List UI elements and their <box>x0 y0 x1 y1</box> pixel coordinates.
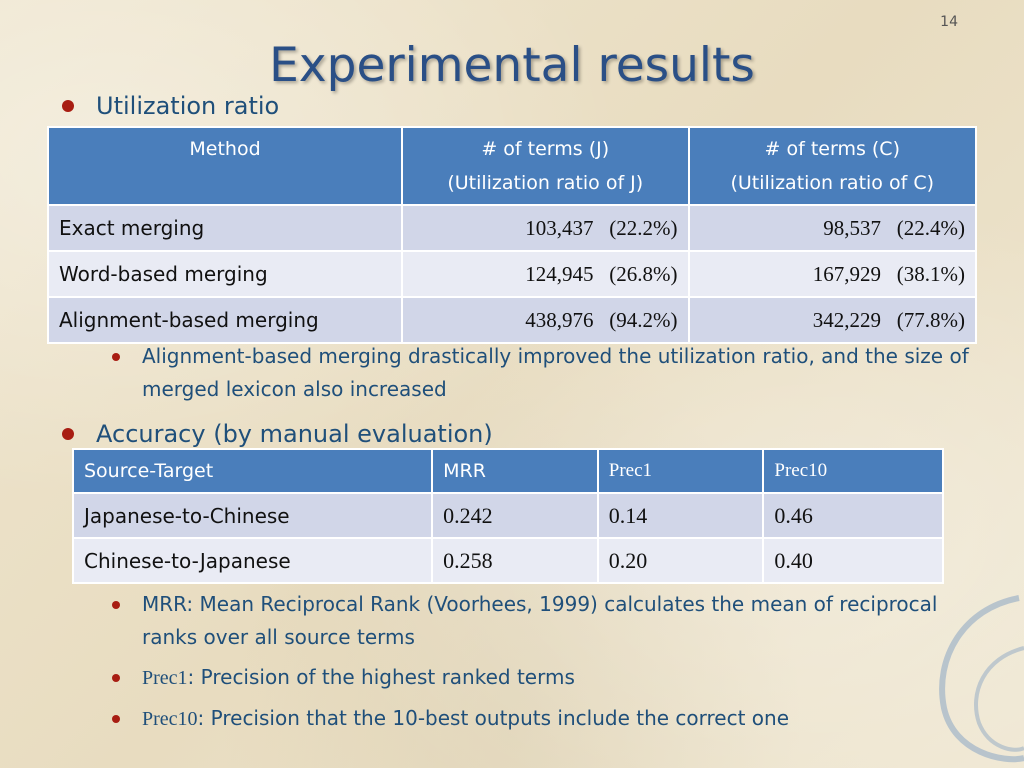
note-prec10: Prec10: Precision that the 10-best outpu… <box>112 702 972 736</box>
column-header: # of terms (J) (Utilization ratio of J) <box>401 126 690 206</box>
utilization-table: Method # of terms (J) (Utilization ratio … <box>46 126 977 344</box>
bullet-dot <box>62 100 74 112</box>
table-row: Chinese-to-Japanese 0.258 0.20 0.40 <box>71 537 944 584</box>
note-text: MRR: Mean Reciprocal Rank (Voorhees, 199… <box>142 592 938 649</box>
note-prec1: Prec1: Precision of the highest ranked t… <box>112 661 972 695</box>
term-label: Prec10 <box>142 708 198 730</box>
table-row: Word-based merging 124,945 (26.8%) 167,9… <box>46 250 977 298</box>
accuracy-table: Source-Target MRR Prec1 Prec10 Japanese-… <box>71 448 944 584</box>
column-header: Method <box>46 126 404 206</box>
column-header: Prec1 <box>596 448 765 494</box>
value-cell: 0.46 <box>762 492 944 539</box>
swirl-decoration <box>939 595 1024 763</box>
pair-cell: Chinese-to-Japanese <box>71 537 434 584</box>
bullet-dot <box>112 601 120 609</box>
column-header: MRR <box>431 448 599 494</box>
value-cell: 167,929 (38.1%) <box>687 250 977 298</box>
table-row: Alignment-based merging 438,976 (94.2%) … <box>46 296 977 344</box>
value-cell: 98,537 (22.4%) <box>687 204 977 252</box>
method-cell: Word-based merging <box>46 250 404 298</box>
note-text: Prec10: Precision that the 10-best outpu… <box>142 702 972 736</box>
column-header: Prec10 <box>762 448 944 494</box>
column-header: # of terms (C) (Utilization ratio of C) <box>687 126 977 206</box>
bullet-dot <box>62 428 74 440</box>
value-cell: 103,437 (22.2%) <box>401 204 690 252</box>
value-cell: 124,945 (26.8%) <box>401 250 690 298</box>
section-heading: Accuracy (by manual evaluation) <box>96 420 493 448</box>
note-utilization: Alignment-based merging drastically impr… <box>112 340 972 406</box>
note-mrr: MRR: Mean Reciprocal Rank (Voorhees, 199… <box>112 588 972 654</box>
value-cell: 0.40 <box>762 537 944 584</box>
bullet-utilization: Utilization ratio <box>62 92 279 120</box>
bullet-accuracy: Accuracy (by manual evaluation) <box>62 420 493 448</box>
table-row: Japanese-to-Chinese 0.242 0.14 0.46 <box>71 492 944 539</box>
bullet-dot <box>112 715 120 723</box>
term-definition: : Precision of the highest ranked terms <box>187 665 575 689</box>
bullet-dot <box>112 674 120 682</box>
pair-cell: Japanese-to-Chinese <box>71 492 434 539</box>
table-row: Exact merging 103,437 (22.2%) 98,537 (22… <box>46 204 977 252</box>
value-cell: 0.20 <box>596 537 765 584</box>
bullet-dot <box>112 353 120 361</box>
term-label: Prec1 <box>142 667 188 689</box>
term-definition: : Precision that the 10-best outputs inc… <box>197 706 790 730</box>
value-cell: 0.14 <box>596 492 765 539</box>
column-header: Source-Target <box>71 448 434 494</box>
value-cell: 0.242 <box>431 492 599 539</box>
note-text: Prec1: Precision of the highest ranked t… <box>142 661 972 695</box>
value-cell: 0.258 <box>431 537 599 584</box>
slide-title: Experimental results <box>269 38 755 93</box>
table-header-row: Source-Target MRR Prec1 Prec10 <box>71 448 944 494</box>
method-cell: Alignment-based merging <box>46 296 404 344</box>
value-cell: 438,976 (94.2%) <box>401 296 690 344</box>
page-number: 14 <box>940 14 958 30</box>
section-heading: Utilization ratio <box>96 92 280 120</box>
value-cell: 342,229 (77.8%) <box>687 296 977 344</box>
note-text: Alignment-based merging drastically impr… <box>142 344 969 401</box>
table-header-row: Method # of terms (J) (Utilization ratio … <box>46 126 977 206</box>
method-cell: Exact merging <box>46 204 404 252</box>
